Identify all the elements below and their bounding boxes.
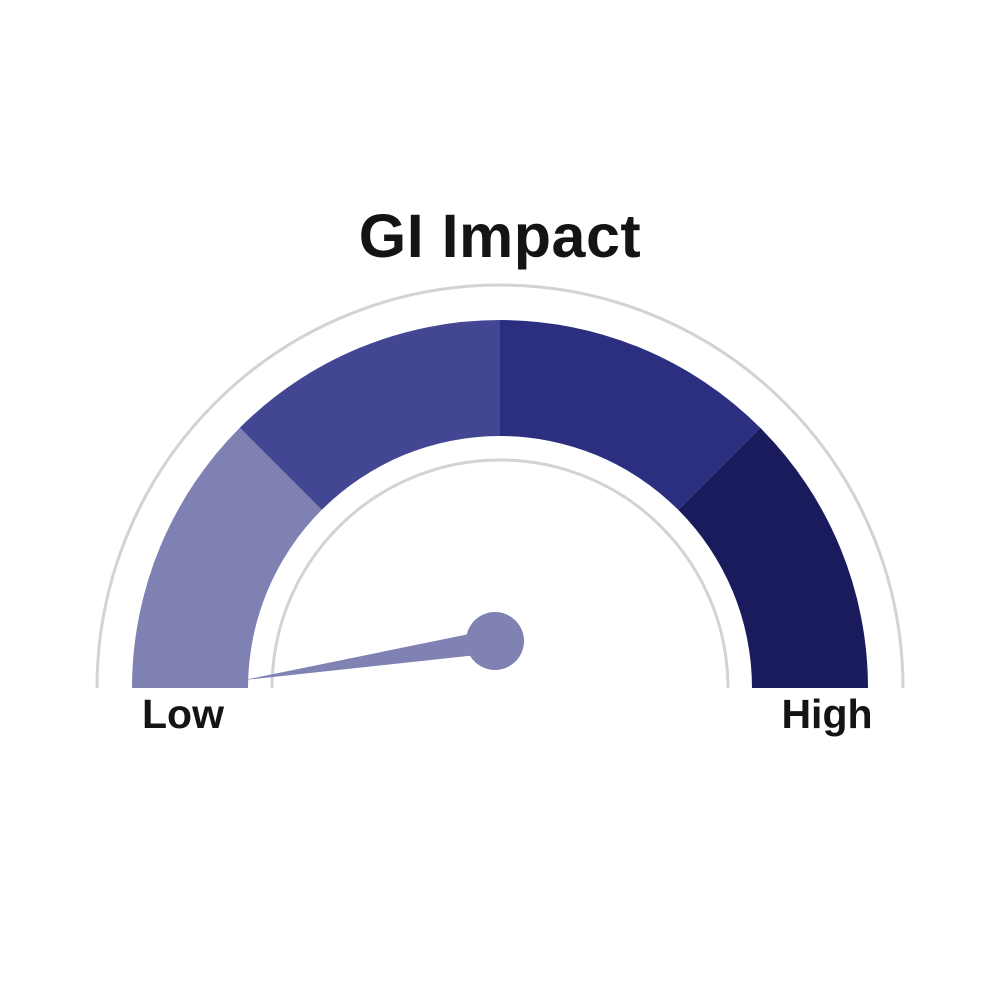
- gauge-max-label: High: [781, 691, 873, 737]
- gauge-inner-outline-arc: [270, 458, 730, 689]
- gauge-segment-4: [678, 427, 868, 688]
- gauge-outer-outline-arc: [95, 283, 905, 689]
- gauge-needle: [244, 629, 497, 680]
- chart-title: GI Impact: [358, 202, 642, 270]
- gauge-segment-2: [239, 320, 501, 510]
- gauge-segment-1: [132, 427, 322, 688]
- gauge-segment-3: [500, 320, 761, 510]
- gauge-min-label: Low: [142, 691, 224, 737]
- gauge-needle-pivot: [466, 612, 524, 670]
